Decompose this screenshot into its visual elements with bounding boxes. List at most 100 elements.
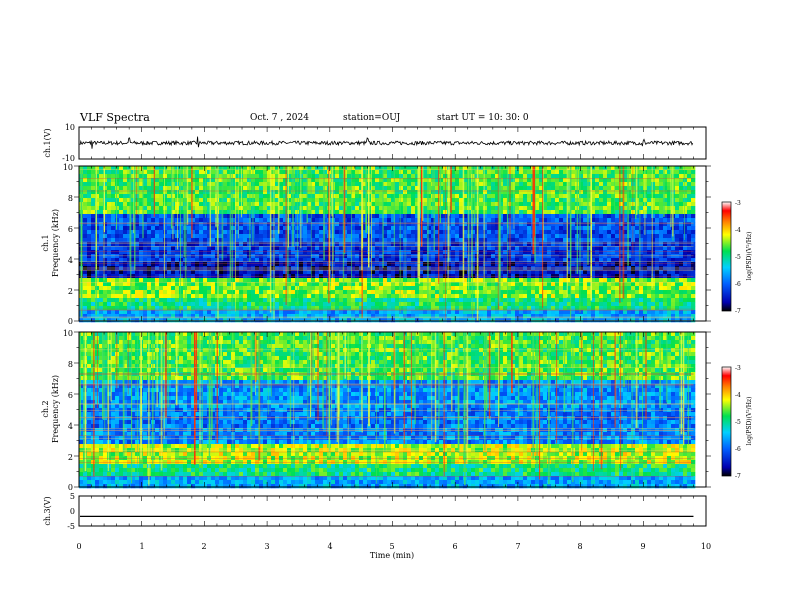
ch1-spec-cell — [255, 262, 260, 267]
ch1-spec-cell — [355, 270, 360, 275]
ch1-spec-cell — [407, 246, 412, 251]
ch1-spec-cell — [495, 298, 500, 303]
ch1-spec-cell — [531, 282, 536, 287]
ch1-spec-cell — [211, 178, 216, 183]
ch1-spec-cell — [515, 242, 520, 247]
ch1-spec-cell — [499, 210, 504, 215]
ch1-spec-cell — [151, 286, 156, 291]
ch1-spec-cell — [471, 202, 476, 207]
ch1-spec-cell — [499, 178, 504, 183]
ch1-spec-cell — [463, 274, 468, 279]
ch1-spec-cell — [123, 294, 128, 299]
ch1-spec-cell — [119, 242, 124, 247]
ch1-spec-cell — [135, 182, 140, 187]
ch1-spec-cell — [407, 254, 412, 259]
ch1-spec-cell — [387, 246, 392, 251]
ch1-spec-cell — [239, 286, 244, 291]
ch1-spec-cell — [191, 302, 196, 307]
ch1-spec-cell — [431, 234, 436, 239]
ch1-spec-cell — [419, 294, 424, 299]
ch1-spec-cell — [547, 286, 552, 291]
ch1-spec-cell — [247, 290, 252, 295]
ch1-spec-cell — [479, 290, 484, 295]
ch1-spec-cell — [479, 186, 484, 191]
ch1-spec-cell — [399, 302, 404, 307]
ch1-spec-cell — [159, 218, 164, 223]
ch1-spec-cell — [299, 262, 304, 267]
ch1-spec-cell — [415, 174, 420, 179]
ch1-spec-cell — [207, 298, 212, 303]
ch1-spec-cell — [555, 194, 560, 199]
ch1-spec-cell — [211, 286, 216, 291]
ch1-spec-cell — [179, 258, 184, 263]
ch1-spec-cell — [143, 222, 148, 227]
ch1-spec-cell — [339, 302, 344, 307]
ch1-spec-cell — [123, 198, 128, 203]
ch1-spec-cell — [363, 286, 368, 291]
ch1-spec-cell — [459, 170, 464, 175]
ch1-spec-cell — [159, 182, 164, 187]
ch1-spec-cell — [511, 194, 516, 199]
ch1-spec-cell — [351, 202, 356, 207]
ch1-spec-cell — [239, 222, 244, 227]
ch1-spec-cell — [159, 174, 164, 179]
ch1-spec-cell — [87, 194, 92, 199]
ch1-spec-cell — [167, 286, 172, 291]
ch1-spec-cell — [107, 286, 112, 291]
ch1-spec-cell — [479, 174, 484, 179]
ch1-spec-cell — [451, 210, 456, 215]
ch1-spec-cell — [107, 250, 112, 255]
ch1-spec-cell — [535, 222, 540, 227]
ch1-spec-cell — [507, 238, 512, 243]
ch1-spec-cell — [243, 286, 248, 291]
ch1-spec-cell — [291, 254, 296, 259]
ch1-spec-cell — [391, 170, 396, 175]
ch1-spec-cell — [503, 190, 508, 195]
ch1-spec-cell — [395, 302, 400, 307]
ch1-spec-cell — [335, 170, 340, 175]
ch1-spec-cell — [427, 234, 432, 239]
ch1-spec-cell — [575, 294, 580, 299]
ch1-spec-cell — [395, 206, 400, 211]
ch1-spec-cell — [339, 194, 344, 199]
ch1-spec-cell — [207, 290, 212, 295]
ch1-spec-cell — [119, 270, 124, 275]
ch1-spec-cell — [323, 306, 328, 311]
ch1-spec-cell — [383, 286, 388, 291]
ch1-spec-cell — [111, 174, 116, 179]
ch1-spec-cell — [499, 218, 504, 223]
ch1-spec-cell — [443, 190, 448, 195]
ch1-spec-cell — [287, 234, 292, 239]
ch1-spec-cell — [127, 174, 132, 179]
ch1-spec-cell — [195, 274, 200, 279]
ch1-spec-cell — [555, 226, 560, 231]
ch1-spec-cell — [235, 274, 240, 279]
ch1-spec-cell — [311, 274, 316, 279]
ch1-spec-cell — [351, 238, 356, 243]
ch1-spec-cell — [223, 246, 228, 251]
ch1-spec-cell — [263, 270, 268, 275]
ch1-spec-cell — [167, 206, 172, 211]
ch1-spec-cell — [151, 318, 156, 323]
ch1-spec-cell — [535, 310, 540, 315]
ch1-spec-cell — [359, 178, 364, 183]
ch1-spec-cell — [583, 294, 588, 299]
ch1-spec-cell — [427, 274, 432, 279]
ch1-spec-cell — [179, 186, 184, 191]
ch1-spec-cell — [219, 294, 224, 299]
ch1-spec-cell — [515, 222, 520, 227]
ch1-spec-cell — [155, 226, 160, 231]
ch1-spec-cell — [435, 190, 440, 195]
ch1-spec-cell — [363, 278, 368, 283]
ch1-spec-cell — [339, 254, 344, 259]
ch1-spec-cell — [155, 246, 160, 251]
ch1-spec-cell — [239, 318, 244, 323]
ch1-spec-cell — [131, 174, 136, 179]
ch1-spec-cell — [435, 314, 440, 319]
ch1-spec-cell — [387, 174, 392, 179]
ch1-spec-cell — [163, 242, 168, 247]
ch1-spec-cell — [335, 214, 340, 219]
ch1-spec-cell — [507, 198, 512, 203]
ch1-spec-cell — [539, 318, 544, 323]
ch1-spec-cell — [207, 282, 212, 287]
